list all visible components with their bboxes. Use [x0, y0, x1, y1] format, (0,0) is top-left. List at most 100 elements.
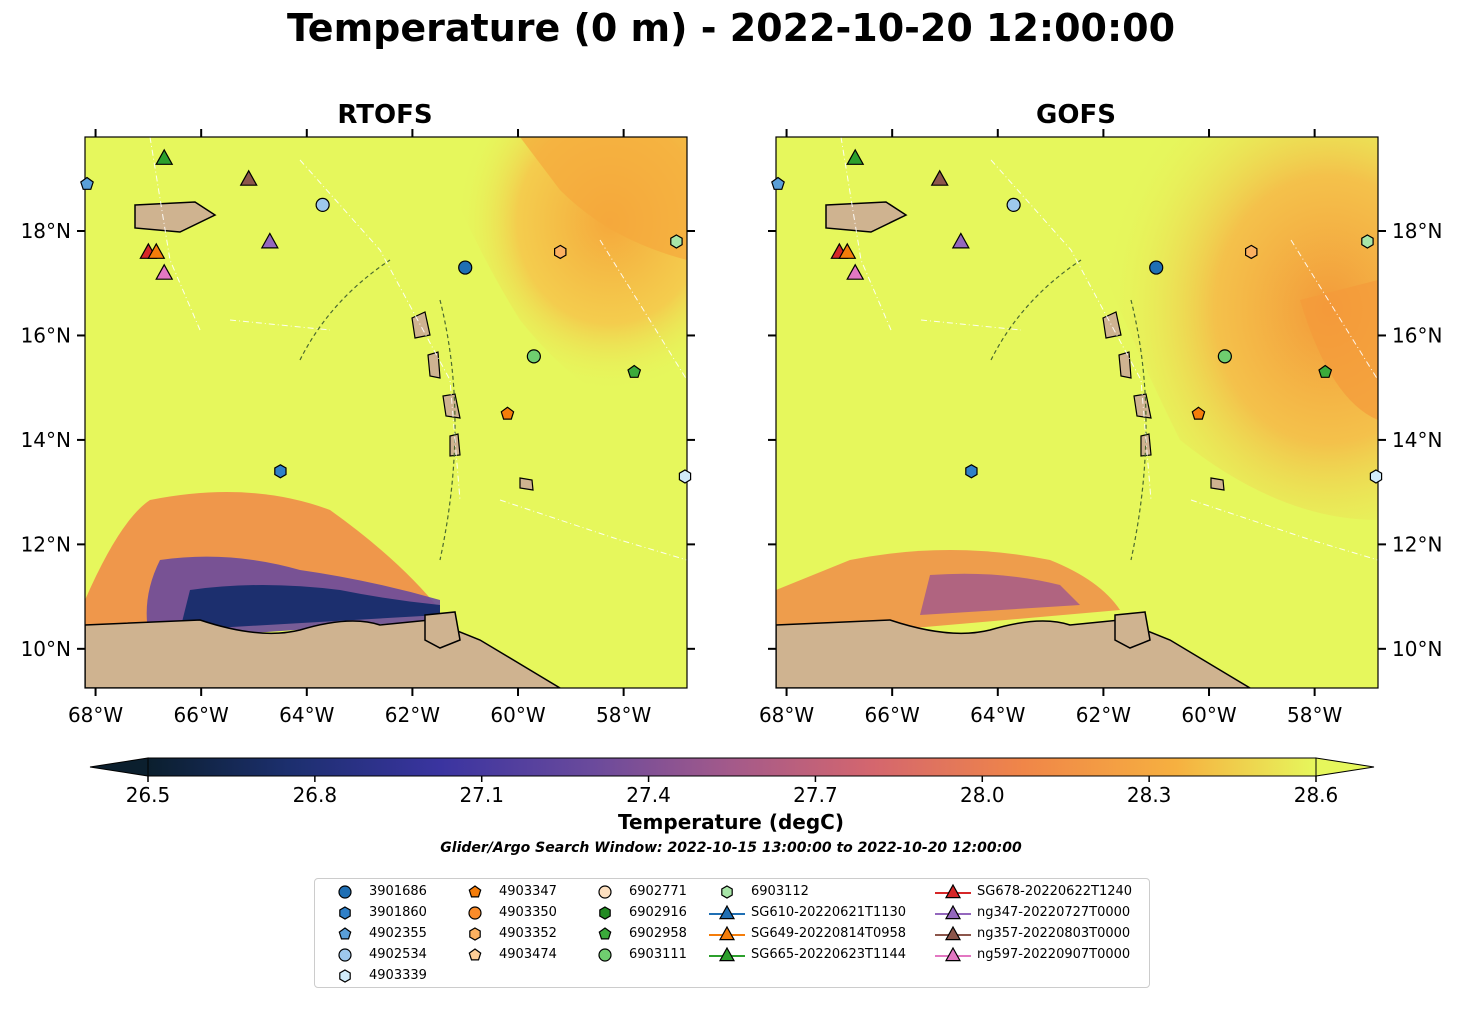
observation-marker — [315, 197, 330, 212]
gofs-map-frame — [775, 136, 1379, 689]
legend-marker-icon — [935, 904, 971, 920]
observation-marker — [627, 364, 642, 378]
colorbar-tick-label: 26.8 — [293, 783, 338, 807]
cool-water-band-mid — [920, 573, 1080, 615]
legend-label: 6902916 — [629, 905, 687, 920]
trinidad-island — [424, 611, 461, 649]
observation-marker — [526, 349, 541, 364]
legend-label: 4902534 — [369, 947, 427, 962]
barbados-island — [1210, 477, 1225, 491]
legend-label: SG665-20220623T1144 — [751, 947, 907, 962]
legend-label: 6902771 — [629, 884, 687, 899]
lat-tick-label: 18°N — [21, 219, 71, 243]
observation-marker — [500, 406, 515, 420]
legend-marker-icon — [598, 948, 612, 962]
observation-marker — [1006, 197, 1021, 212]
dominica-island — [1118, 351, 1132, 379]
legend-marker-icon — [338, 927, 352, 940]
legend-marker-icon — [709, 925, 745, 941]
lon-tick-label: 62°W — [1076, 703, 1131, 727]
observation-marker — [670, 234, 683, 249]
legend-label: ng357-20220803T0000 — [977, 926, 1131, 941]
rtofs-map-panel — [85, 137, 687, 688]
lon-tick-label: 64°W — [970, 703, 1025, 727]
legend-marker-icon — [468, 948, 482, 961]
observation-marker — [951, 232, 970, 249]
cool-water-band-core — [180, 585, 440, 630]
colorbar-title: Temperature (degC) — [618, 810, 844, 834]
legend-marker-icon — [469, 927, 481, 941]
legend-label: SG610-20220621T1130 — [751, 905, 907, 920]
markers-layer — [80, 148, 1383, 484]
gofs-map-panel — [776, 137, 1378, 688]
puerto-rico-island — [825, 201, 908, 233]
legend-label: 4902355 — [369, 926, 427, 941]
puerto-rico-island — [134, 201, 217, 233]
colorbar-low-extension — [89, 757, 149, 777]
search-window-caption: Glider/Argo Search Window: 2022-10-15 13… — [440, 840, 1022, 856]
observation-marker — [155, 148, 174, 165]
legend-label: 3901686 — [369, 884, 427, 899]
legend-label: 4903347 — [499, 884, 557, 899]
legend-marker-icon — [935, 883, 971, 899]
observation-marker — [1191, 406, 1206, 420]
dominica-island — [427, 351, 441, 379]
legend-marker-icon — [935, 925, 971, 941]
colorbar: 26.5 26.8 27.1 27.4 27.7 28.0 28.3 28.6 — [89, 757, 1375, 807]
bathymetry-contour — [299, 259, 456, 561]
observation-marker — [771, 176, 785, 190]
observation-marker — [678, 469, 692, 484]
lat-tick-label: 16°N — [1392, 323, 1442, 347]
observation-marker — [846, 263, 865, 280]
legend-label: 6902958 — [629, 926, 687, 941]
main-title: Temperature (0 m) - 2022-10-20 12:00:00 — [286, 6, 1176, 50]
legend-marker-icon — [468, 885, 482, 898]
legend-label: SG649-20220814T0958 — [751, 926, 907, 941]
legend-label: 4903350 — [499, 905, 557, 920]
observation-marker — [846, 148, 865, 165]
trinidad-island — [1114, 611, 1151, 649]
observation-marker — [147, 242, 166, 259]
observation-marker — [458, 260, 473, 275]
colorbar-gradient — [147, 757, 1317, 777]
lon-tick-label: 60°W — [1181, 703, 1236, 727]
observation-marker — [1361, 234, 1374, 249]
panel-title-rtofs: RTOFS — [337, 100, 433, 130]
legend: 3901686 3901860 4902355 4902534 4903339 49033… — [314, 878, 1150, 988]
legend-marker-icon — [598, 927, 612, 940]
observation-marker — [274, 464, 287, 479]
observation-marker — [155, 263, 174, 280]
panel-title-gofs: GOFS — [1036, 100, 1116, 130]
barbados-island — [519, 477, 534, 491]
lon-tick-label: 62°W — [385, 703, 440, 727]
observation-marker — [1149, 260, 1164, 275]
legend-marker-icon — [709, 946, 745, 962]
lat-tick-label: 16°N — [21, 323, 71, 347]
legend-label: 4903474 — [499, 947, 557, 962]
warm-water-core — [1300, 280, 1378, 420]
lon-tick-label: 58°W — [1287, 703, 1342, 727]
observation-marker — [1244, 244, 1258, 260]
legend-marker-icon — [709, 904, 745, 920]
legend-marker-icon — [338, 885, 352, 899]
observation-marker — [80, 176, 94, 190]
colorbar-tick-label: 27.4 — [626, 783, 671, 807]
warm-water-region — [1050, 137, 1378, 520]
legend-marker-icon — [468, 906, 482, 920]
observation-marker — [838, 242, 857, 259]
observation-marker — [930, 169, 949, 186]
legend-marker-icon — [339, 906, 351, 920]
lat-tick-label: 10°N — [1392, 637, 1442, 661]
lon-tick-label: 68°W — [759, 703, 814, 727]
legend-marker-icon — [935, 946, 971, 962]
legend-marker-icon — [338, 948, 352, 962]
observation-marker — [239, 169, 258, 186]
legend-marker-icon — [339, 969, 351, 983]
observation-marker — [965, 464, 978, 479]
legend-label: 6903112 — [751, 884, 809, 899]
lon-tick-label: 68°W — [68, 703, 123, 727]
lat-tick-label: 12°N — [1392, 532, 1442, 556]
lat-tick-label: 12°N — [21, 532, 71, 556]
bathymetry-contour — [990, 259, 1147, 561]
